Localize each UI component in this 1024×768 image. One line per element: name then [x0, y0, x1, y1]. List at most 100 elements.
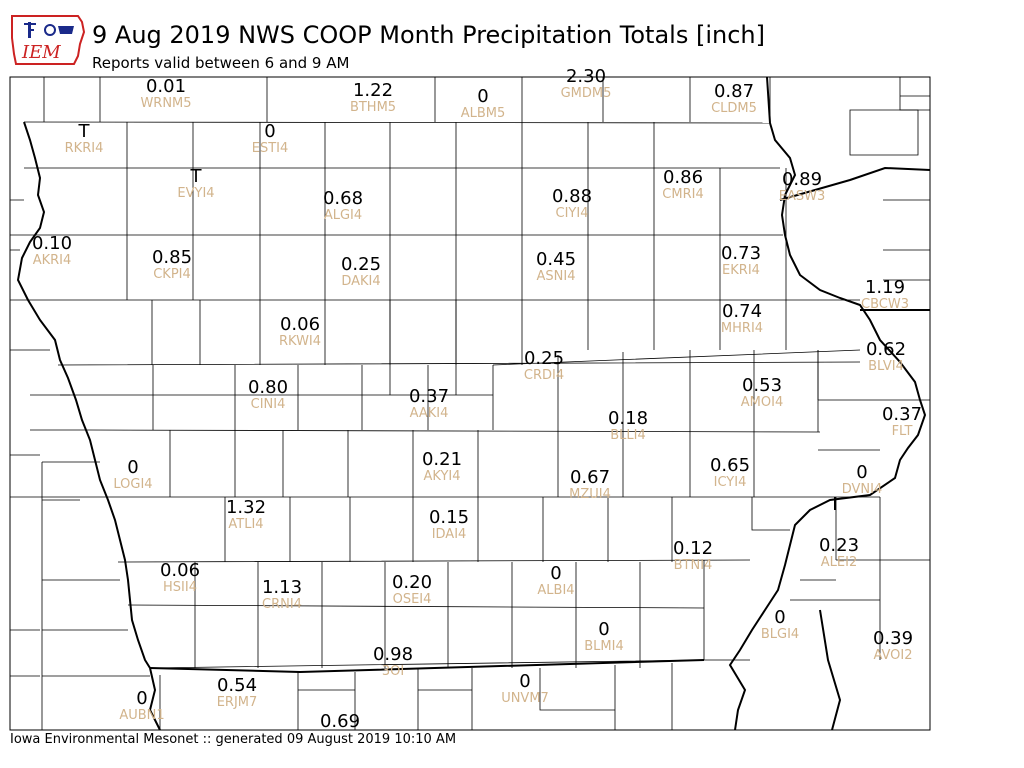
station-id: BLGI4: [761, 627, 799, 642]
station-value: 0.10: [32, 233, 72, 254]
station-id: ALEI2: [821, 555, 857, 570]
station-value: 0.88: [552, 186, 592, 207]
station-id: GMDM5: [561, 86, 612, 101]
station-value: 0.25: [341, 254, 381, 275]
station-value: 0.87: [714, 81, 754, 102]
station-id: ESTI4: [252, 141, 289, 156]
station-value: T: [190, 166, 203, 187]
station-value: 2.30: [566, 66, 606, 87]
station-value: 0: [519, 671, 530, 692]
station-value: 0.45: [536, 249, 576, 270]
station-id: CRNI4: [262, 597, 302, 612]
station-value: 0.54: [217, 675, 257, 696]
station-value: 0.37: [882, 404, 922, 425]
station-id: AMOI4: [741, 395, 783, 410]
station-id: CRDI4: [524, 368, 564, 383]
station-value: 0.86: [663, 167, 703, 188]
footer-credit: Iowa Environmental Mesonet :: generated …: [10, 732, 457, 747]
station-value: 0.69: [320, 711, 360, 732]
station-value: 0.74: [722, 301, 762, 322]
page-title: 9 Aug 2019 NWS COOP Month Precipitation …: [92, 21, 765, 49]
station-id: ATLI4: [228, 517, 263, 532]
station-value: 1.22: [353, 80, 393, 101]
station-id: HSII4: [163, 580, 197, 595]
station-id: BTNI4: [674, 558, 713, 573]
station-id: IDAI4: [432, 527, 467, 542]
station-value: 0.06: [280, 314, 320, 335]
station-id: CMRI4: [662, 187, 703, 202]
station-id: ASNI4: [537, 269, 576, 284]
station-id: WRNM5: [140, 96, 191, 111]
state-boundaries: [16, 76, 931, 731]
station-id: ALBM5: [461, 106, 506, 121]
station-id: AUBN1: [119, 708, 164, 723]
station-id: MHRI4: [721, 321, 763, 336]
station-id: MZUI4: [569, 487, 611, 502]
station-id: AKRI4: [33, 253, 72, 268]
iem-logo: IEM: [8, 8, 88, 68]
station-value: 0.23: [819, 535, 859, 556]
station-id: ALGI4: [324, 208, 362, 223]
station-value: 0.98: [373, 644, 413, 665]
station-id: CIYI4: [556, 206, 589, 221]
station-id: BLLI4: [610, 428, 646, 443]
station-id: 3OI: [382, 664, 404, 679]
station-id: CBCW3: [861, 297, 909, 312]
station-id: ICYI4: [714, 475, 747, 490]
station-value: 0: [774, 607, 785, 628]
station-id: BLVI4: [868, 359, 904, 374]
station-value: 0.37: [409, 386, 449, 407]
station-value: 0: [856, 462, 867, 483]
station-id: CKPI4: [153, 267, 191, 282]
svg-text:IEM: IEM: [21, 42, 61, 63]
station-value: 0: [136, 688, 147, 709]
station-value: 0.80: [248, 377, 288, 398]
station-id: BTHM5: [350, 100, 396, 115]
station-id: RKWI4: [279, 334, 321, 349]
station-id: FLT: [892, 424, 913, 439]
station-value: T: [78, 121, 91, 142]
station-value: 0: [550, 563, 561, 584]
station-value: 1.32: [226, 497, 266, 518]
station-id: AAKI4: [410, 406, 449, 421]
station-id: RKRI4: [65, 141, 104, 156]
station-value: 0.68: [323, 188, 363, 209]
station-id: CINI4: [251, 397, 286, 412]
station-id: OSEI4: [393, 592, 432, 607]
station-value: 0.01: [146, 76, 186, 97]
station-value: 0.20: [392, 572, 432, 593]
